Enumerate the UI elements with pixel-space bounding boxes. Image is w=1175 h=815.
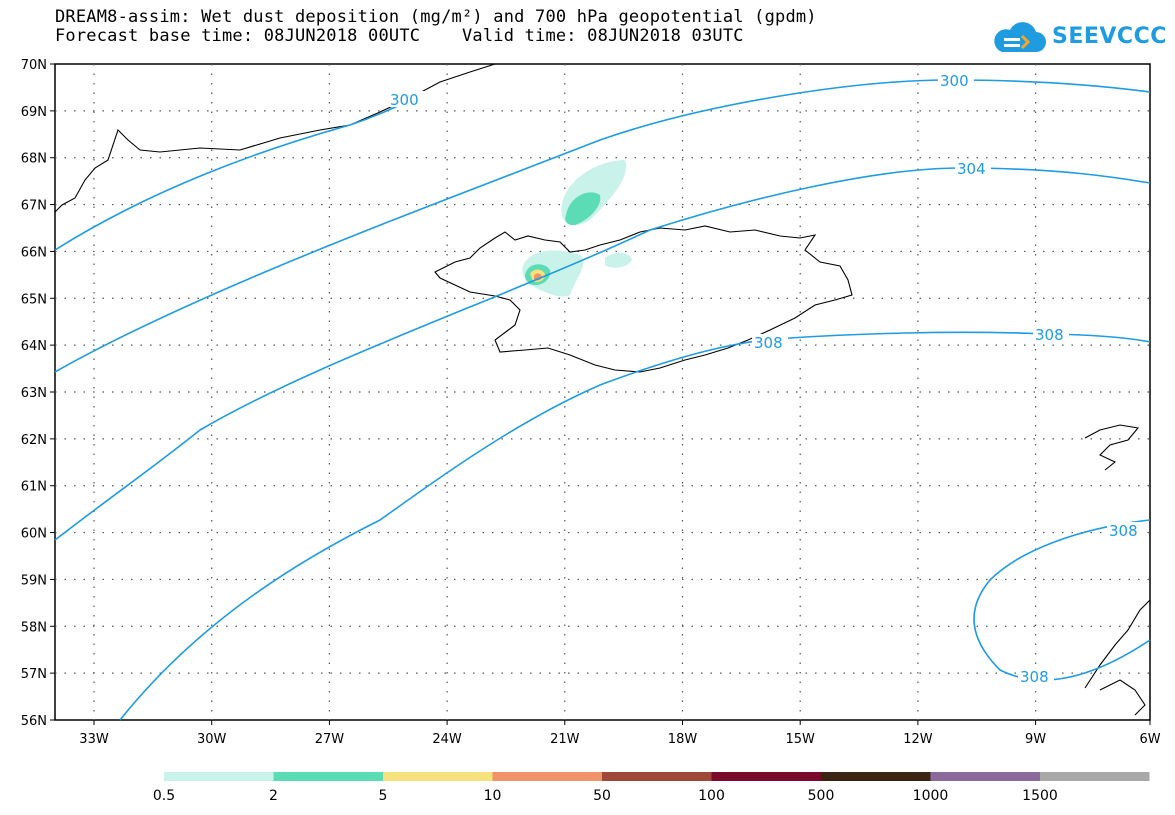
colorbar-swatch (711, 772, 821, 781)
colorbar-swatch (930, 772, 1040, 781)
coastline-faroe-islands (1084, 424, 1140, 471)
contour-label: 308 (1035, 326, 1064, 344)
contour-label: 308 (754, 334, 783, 352)
longitude-label: 12W (903, 732, 933, 747)
longitude-label: 33W (79, 732, 109, 747)
colorbar-label: 1000 (913, 788, 949, 804)
latitude-label: 58N (21, 620, 47, 635)
contour-304 (54, 167, 1151, 541)
latitude-label: 69N (21, 105, 47, 120)
colorbar-swatch (602, 772, 712, 781)
colorbar-swatch (492, 772, 602, 781)
longitude-label: 24W (432, 732, 462, 747)
colorbar-label: 500 (808, 788, 835, 804)
longitude-label: 30W (197, 732, 227, 747)
contour-label: 308 (1020, 668, 1049, 686)
contour-label: 304 (957, 160, 986, 178)
colorbar-label: 2 (269, 788, 278, 804)
latitude-label: 57N (21, 667, 47, 682)
longitude-label: 6W (1139, 732, 1160, 747)
colorbar-swatch (1040, 772, 1150, 781)
contour-label: 300 (940, 72, 969, 90)
latitude-label: 60N (21, 527, 47, 542)
latitude-label: 64N (21, 339, 47, 354)
latitude-label: 68N (21, 152, 47, 167)
latitude-label: 63N (21, 386, 47, 401)
longitude-label: 18W (668, 732, 698, 747)
colorbar-label: 10 (484, 788, 502, 804)
colorbar-label: 5 (379, 788, 388, 804)
colorbar-swatch (383, 772, 493, 781)
graticule (50, 63, 1151, 725)
latitude-label: 70N (21, 58, 47, 73)
latitude-label: 65N (21, 292, 47, 307)
deposition-area-low (522, 250, 584, 297)
latitude-label: 61N (21, 480, 47, 495)
contour-labels: 300 300 304 308 308 308 308 (388, 72, 1143, 686)
colorbar-swatch (273, 772, 383, 781)
contour-300 (54, 79, 1151, 373)
deposition-area-low (605, 252, 632, 268)
deposition-shading (522, 160, 632, 297)
contour-308-low (973, 519, 1151, 681)
longitude-label: 21W (550, 732, 580, 747)
latitude-label: 62N (21, 433, 47, 448)
longitude-label: 9W (1025, 732, 1046, 747)
coastline-greenland (54, 63, 496, 213)
chart-title: DREAM8-assim: Wet dust deposition (mg/m²… (55, 7, 817, 27)
deposition-area-mid (565, 192, 601, 226)
longitude-label: 15W (785, 732, 815, 747)
colorbar-label: 1500 (1022, 788, 1058, 804)
colorbar-label: 100 (698, 788, 725, 804)
contour-label: 308 (1109, 522, 1138, 540)
latitude-label: 59N (21, 573, 47, 588)
coastline-iceland (434, 225, 853, 373)
seevccc-logo: SEEVCCC (990, 20, 1167, 56)
coastline-scotland (1084, 599, 1151, 689)
latitude-label: 67N (21, 199, 47, 214)
contour-label: 300 (390, 91, 419, 109)
chart-subtitle: Forecast base time: 08JUN2018 00UTC Vali… (55, 26, 744, 46)
colorbar-swatch (821, 772, 931, 781)
contour-300-west (54, 94, 421, 251)
colorbar-swatch (164, 772, 274, 781)
latitude-label: 56N (21, 714, 47, 729)
cloud-icon (994, 22, 1046, 52)
coastline-scotland-islands (1099, 679, 1146, 716)
colorbar-label: 0.5 (153, 788, 175, 804)
longitude-labels: 33W 30W 27W 24W 21W 18W 15W 12W 9W 6W (79, 732, 1160, 747)
colorbar-label: 50 (593, 788, 611, 804)
latitude-label: 66N (21, 245, 47, 260)
latitude-labels: 70N 69N 68N 67N 66N 65N 64N 63N 62N 61N 60N 59N 58N 5… (21, 58, 47, 729)
logo-text: SEEVCCC (1052, 24, 1167, 49)
colorbar: 0.5 2 5 10 50 100 500 1000 1500 (153, 772, 1150, 804)
longitude-label: 27W (315, 732, 345, 747)
